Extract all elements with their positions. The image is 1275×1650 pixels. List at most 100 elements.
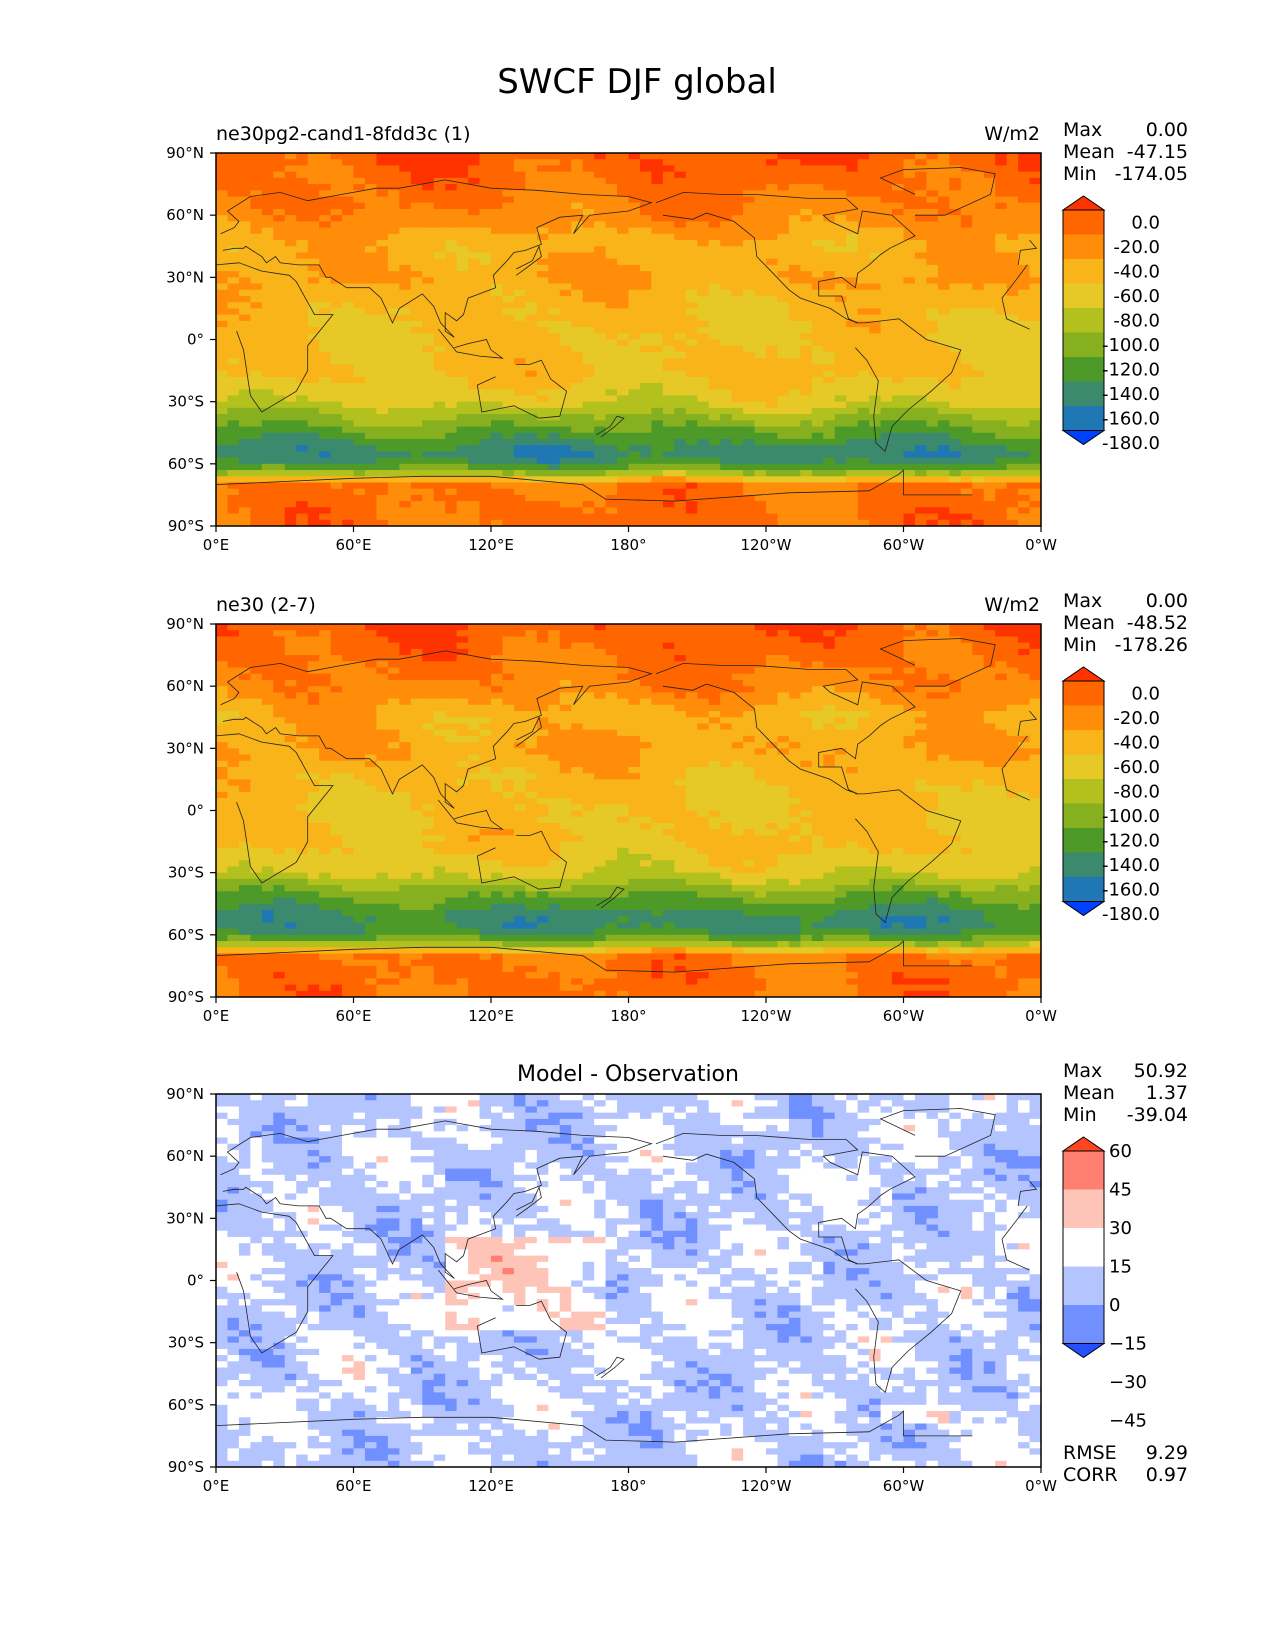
field-cell	[651, 221, 664, 229]
field-cell	[296, 673, 309, 681]
field-cell	[1029, 165, 1041, 173]
field-cell	[307, 345, 320, 353]
field-cell	[617, 432, 630, 440]
field-cell	[216, 295, 229, 303]
field-cell	[284, 327, 297, 334]
field-cell	[536, 289, 549, 297]
field-cell	[273, 513, 286, 521]
field-cell	[869, 171, 882, 179]
field-cell	[685, 513, 698, 521]
field-cell	[261, 494, 274, 502]
field-cell	[273, 482, 286, 490]
field-cell	[674, 389, 687, 397]
field-cell	[800, 196, 813, 204]
field-cell	[433, 457, 446, 465]
field-cell	[296, 636, 309, 644]
field-cell	[502, 642, 515, 650]
field-cell	[754, 184, 767, 191]
field-cell	[227, 636, 240, 644]
field-cell	[869, 370, 882, 378]
field-cell	[468, 345, 481, 353]
field-cell	[296, 482, 309, 490]
field-cell	[433, 308, 446, 316]
field-cell	[513, 667, 526, 675]
field-cell	[571, 370, 584, 378]
field-cell	[525, 345, 538, 353]
field-cell	[754, 302, 767, 310]
field-cell	[548, 642, 561, 650]
field-cell	[834, 240, 847, 247]
field-cell	[926, 395, 939, 403]
field-cell	[995, 302, 1008, 310]
field-cell	[937, 642, 950, 650]
field-cell	[972, 648, 985, 656]
field-cell	[525, 221, 538, 229]
field-cell	[937, 636, 950, 644]
field-cell	[983, 648, 996, 656]
field-cell	[892, 389, 905, 397]
field-cell	[273, 407, 286, 415]
field-cell	[754, 364, 767, 372]
field-cell	[376, 414, 389, 421]
field-cell	[949, 642, 962, 650]
colorbar-tick-label: -140.0	[1102, 384, 1160, 405]
field-cell	[685, 494, 698, 502]
field-cell	[777, 171, 790, 179]
field-cell	[513, 457, 526, 465]
field-cell	[892, 345, 905, 353]
field-cell	[238, 501, 251, 508]
field-cell	[1006, 494, 1019, 502]
field-cell	[376, 171, 389, 179]
field-cell	[983, 624, 996, 631]
field-cell	[216, 314, 229, 322]
field-cell	[319, 240, 332, 247]
field-cell	[548, 476, 561, 484]
field-cell	[972, 308, 985, 316]
field-cell	[479, 153, 492, 160]
field-cell	[788, 445, 801, 452]
field-cell	[869, 327, 882, 334]
field-cell	[1029, 233, 1041, 241]
field-cell	[456, 470, 469, 477]
field-cell	[708, 208, 721, 216]
field-cell	[628, 171, 641, 179]
field-cell	[731, 624, 744, 631]
field-cell	[685, 376, 698, 384]
field-cell	[605, 630, 618, 638]
field-cell	[662, 445, 675, 452]
field-cell	[708, 438, 721, 446]
field-cell	[995, 271, 1008, 278]
field-cell	[777, 196, 790, 204]
field-cell	[422, 476, 435, 484]
field-cell	[662, 314, 675, 322]
field-cell	[914, 624, 928, 631]
field-cell	[330, 196, 343, 204]
field-cell	[307, 476, 320, 484]
field-cell	[296, 184, 309, 191]
field-cell	[433, 376, 446, 384]
field-cell	[834, 414, 847, 421]
field-cell	[594, 507, 607, 515]
field-cell	[892, 171, 905, 179]
field-cell	[479, 165, 492, 173]
field-cell	[250, 624, 263, 631]
field-cell	[720, 345, 733, 353]
field-cell	[903, 624, 916, 631]
field-cell	[708, 470, 721, 477]
field-cell	[296, 445, 309, 452]
field-cell	[410, 171, 423, 179]
field-cell	[823, 470, 836, 477]
field-cell	[743, 314, 756, 322]
field-cell	[949, 661, 962, 669]
field-cell	[273, 507, 286, 515]
field-cell	[456, 327, 469, 334]
field-cell	[319, 642, 332, 650]
field-cell	[399, 438, 412, 446]
field-cell	[376, 202, 389, 210]
field-cell	[319, 661, 332, 669]
field-cell	[743, 519, 756, 526]
field-cell	[1006, 184, 1019, 191]
field-cell	[491, 277, 504, 285]
field-cell	[811, 395, 824, 403]
field-cell	[525, 196, 538, 204]
